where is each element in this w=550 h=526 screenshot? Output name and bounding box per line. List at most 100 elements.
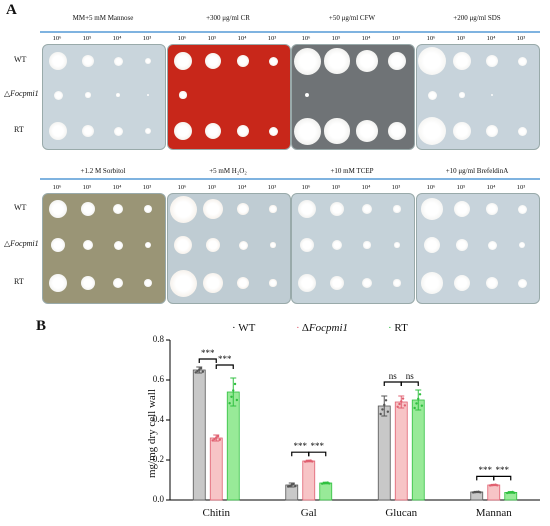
fungal-colony [356,120,378,142]
data-point [471,491,475,494]
dilution-label: 10⁶ [301,184,311,191]
fungal-colony [204,52,222,70]
fungal-colony [417,116,447,146]
fungal-colony [205,237,221,253]
significance-label: ns [388,371,397,381]
legend-rt-label: RT [394,322,408,334]
data-point [413,406,416,410]
fungal-colony [329,201,345,217]
fungal-colony [49,52,67,70]
data-point [235,398,239,402]
significance-bracket [493,475,512,481]
bar [319,482,333,501]
fungal-colony [85,92,91,98]
dilution-label: 10⁶ [177,184,187,191]
strain-name: Focpmi1 [10,89,39,98]
data-point [490,484,494,487]
strain-prefix: △ [4,89,11,98]
bar [394,401,408,501]
dilution-label: 10⁴ [237,35,247,42]
fungal-colony [113,240,123,250]
data-point [194,371,197,374]
data-point [379,412,382,416]
dilution-label: 10⁵ [331,184,341,191]
data-point [507,491,511,494]
fungal-colony [356,50,378,72]
data-point [309,459,312,462]
dilution-label: 10⁴ [361,184,371,191]
legend-mutant-prefix: Δ [301,322,309,334]
plate-row-divider [40,178,540,180]
strain-label: RT [14,125,24,134]
fungal-colony [361,203,373,215]
dilution-label: 10⁴ [361,35,371,42]
data-point [303,460,307,463]
fungal-colony [49,122,67,140]
fungal-colony [455,238,469,252]
bar [302,460,316,501]
fungal-colony [293,117,321,145]
fungal-colony [517,126,527,136]
dilution-label: 10³ [516,184,526,191]
fungal-colony [394,242,400,248]
legend-mutant-marker: · [296,322,300,334]
strain-name: Focpmi1 [10,239,39,248]
data-point [473,491,477,494]
significance-bracket [400,381,419,386]
bar [192,369,206,501]
data-point [403,404,407,407]
data-point [320,482,324,485]
data-point [292,482,295,486]
fungal-colony [363,241,371,249]
fungal-colony [423,236,441,254]
legend-mutant: · ΔFocpmi1 [296,322,348,334]
data-point [307,459,310,463]
data-point [475,490,478,494]
dilution-label: 10³ [391,184,401,191]
dilution-label: 10⁵ [82,35,92,42]
agar-plate [291,44,415,150]
dilution-label: 10⁶ [52,35,62,42]
significance-label: *** [218,354,232,364]
fungal-colony [236,54,250,68]
agar-plate [167,193,291,304]
fungal-colony [268,56,278,66]
significance-bracket [215,364,234,369]
dilution-label: 10³ [516,35,526,42]
data-point [513,491,516,495]
fungal-colony [427,90,437,100]
fungal-colony [268,126,278,136]
data-point [488,484,492,487]
data-point [396,405,399,408]
fungal-colony [203,273,223,293]
legend-wt-label: WT [238,322,256,334]
dilution-label: 10⁵ [207,184,217,191]
fungal-colony [80,201,96,217]
data-point [228,402,231,405]
data-point [230,395,233,398]
category-label: Glucan [385,507,418,519]
data-point [418,393,422,396]
condition-label: +10 μg/ml BrefeldinA [445,167,509,175]
bar [209,437,223,501]
fungal-colony [204,122,222,140]
data-point [509,491,512,494]
data-point [381,408,384,411]
data-point [199,367,203,370]
fungal-colony [53,90,63,100]
data-point [311,460,314,463]
fungal-colony [113,126,123,136]
fungal-colony [49,274,67,292]
fungal-colony [361,277,373,289]
significance-label: *** [201,348,215,358]
fungal-colony [49,200,67,218]
fungal-colony [518,241,526,249]
significance-bracket [476,475,495,481]
significance-bracket [291,451,310,457]
fungal-colony [112,203,124,215]
fungal-colony [293,47,321,75]
fungal-colony [517,278,527,288]
strain-label: RT [14,277,24,286]
fungal-colony [81,54,95,68]
panel-b-letter: B [36,318,47,334]
